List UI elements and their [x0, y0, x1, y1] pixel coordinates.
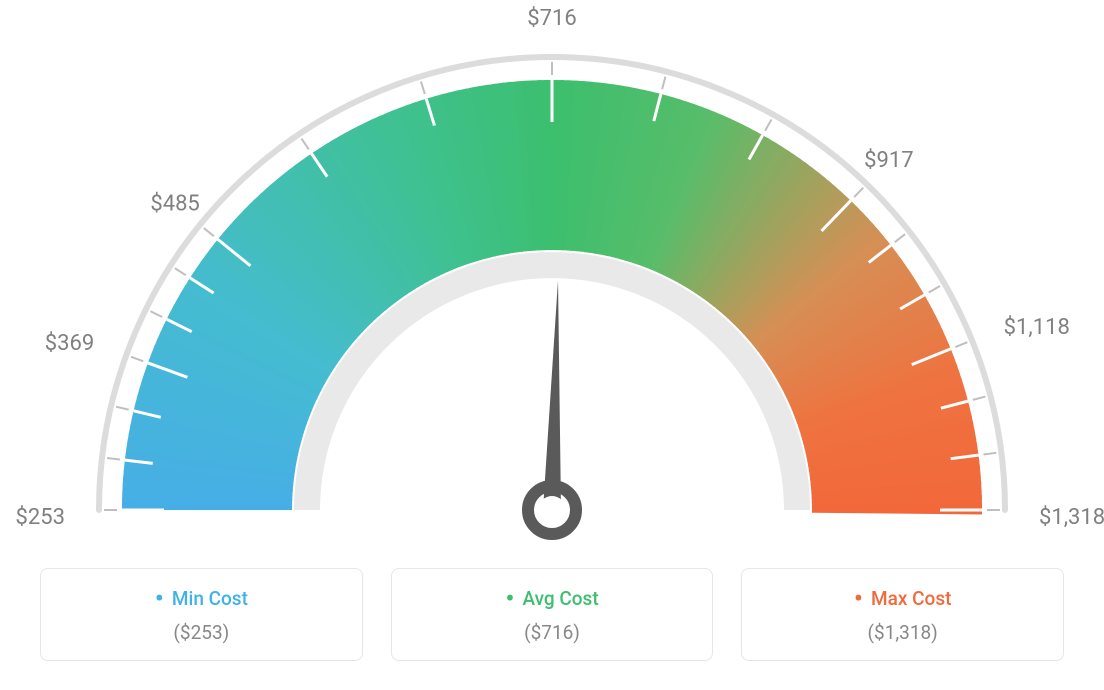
- svg-text:$253: $253: [16, 505, 65, 530]
- legend-card-avg: Avg Cost ($716): [391, 568, 714, 661]
- svg-text:$485: $485: [150, 192, 199, 217]
- svg-text:$1,318: $1,318: [1039, 505, 1104, 530]
- svg-text:$917: $917: [864, 148, 913, 173]
- legend-label-min-text: Min Cost: [172, 587, 248, 610]
- svg-text:$369: $369: [45, 331, 94, 356]
- legend-label-min: Min Cost: [155, 587, 248, 610]
- svg-text:$1,118: $1,118: [1004, 315, 1070, 340]
- legend-label-max: Max Cost: [854, 587, 952, 610]
- legend-card-max: Max Cost ($1,318): [741, 568, 1064, 661]
- legend-row: Min Cost ($253) Avg Cost ($716) Max Cost…: [0, 568, 1104, 661]
- gauge-svg: $253 $369 $485 $716 $917 $1,118 $1,318: [0, 0, 1104, 560]
- legend-value-avg: ($716): [402, 621, 703, 644]
- legend-value-min: ($253): [51, 621, 352, 644]
- legend-card-min: Min Cost ($253): [40, 568, 363, 661]
- gauge-chart: $253 $369 $485 $716 $917 $1,118 $1,318: [0, 0, 1104, 560]
- legend-value-max: ($1,318): [752, 621, 1053, 644]
- legend-label-avg-text: Avg Cost: [522, 587, 598, 610]
- legend-label-avg: Avg Cost: [505, 587, 598, 610]
- legend-label-max-text: Max Cost: [871, 587, 951, 610]
- svg-text:$716: $716: [527, 6, 576, 31]
